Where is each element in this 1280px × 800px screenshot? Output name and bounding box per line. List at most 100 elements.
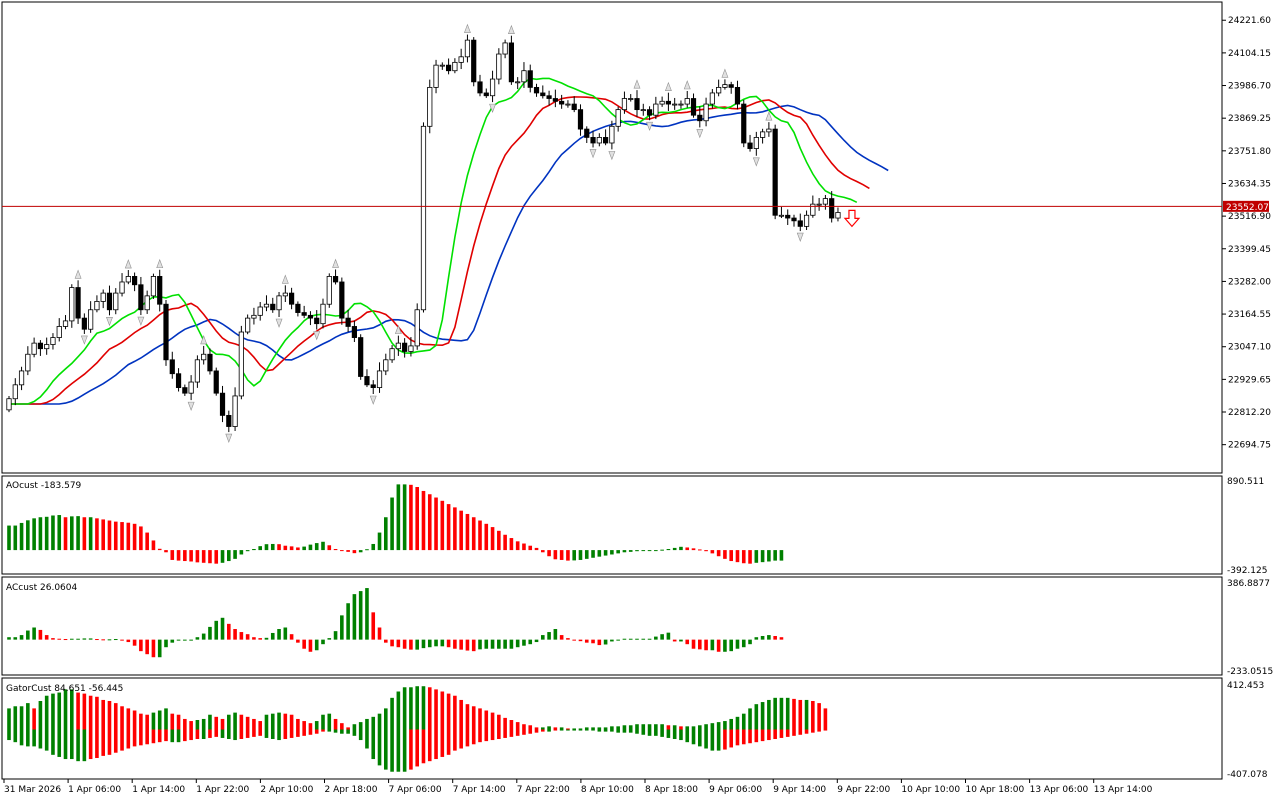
gator-down-bar	[101, 729, 105, 756]
ao-bar	[183, 550, 187, 562]
fractal-up-icon	[281, 274, 289, 284]
time-axis-label: 7 Apr 22:00	[517, 785, 570, 795]
candle	[659, 96, 665, 107]
candle-body-down	[351, 326, 358, 338]
gator-down-bar	[220, 729, 225, 738]
ao-bar	[164, 550, 168, 553]
gator-down-bar	[365, 729, 369, 749]
candle-body-up	[150, 276, 157, 297]
gator-down-bar	[804, 729, 809, 734]
gator-down-bar	[729, 729, 733, 748]
fractal-up-icon	[332, 258, 339, 268]
gator-down-bar	[453, 729, 457, 751]
ac-bar	[622, 638, 627, 640]
candle	[56, 318, 62, 342]
gator-down-bar	[233, 729, 237, 741]
ao-bar	[346, 550, 350, 552]
time-axis-label: 1 Apr 06:00	[68, 785, 121, 795]
gator-up-bar	[591, 727, 595, 730]
price-axis-label: 23164.55	[1228, 310, 1271, 320]
gator-up-bar	[647, 724, 652, 730]
ao-bar	[113, 521, 118, 551]
fractal-down-icon	[796, 232, 804, 242]
candle-body-down	[508, 42, 515, 83]
gator-down-bar	[660, 729, 664, 737]
gator-up-bar	[365, 718, 369, 730]
gator-up-bar	[541, 727, 545, 730]
candle	[603, 129, 609, 146]
ac-bar	[515, 639, 520, 648]
ac-bar	[126, 639, 131, 643]
candle-body-up	[496, 53, 502, 80]
ac-bar	[465, 639, 470, 651]
gator-up-bar	[440, 691, 445, 730]
candle-body-down	[829, 198, 835, 219]
gator-down-bar	[63, 729, 68, 760]
gator-down-bar	[302, 729, 306, 736]
gator-up-bar	[208, 714, 212, 730]
ac-bar	[584, 639, 589, 643]
ao-bar	[26, 520, 30, 551]
gator-up-bar	[139, 713, 143, 730]
ac-bar	[51, 638, 55, 640]
candle	[408, 337, 414, 357]
ao-bar	[559, 550, 564, 560]
candle-body-down	[213, 370, 219, 394]
candle	[169, 351, 175, 379]
ao-bar	[264, 544, 269, 551]
gator-down-bar	[754, 729, 759, 743]
ao-bar	[13, 525, 18, 551]
ac-bar	[760, 635, 765, 640]
ao-bar	[691, 548, 696, 551]
candle-body-down	[697, 114, 703, 122]
candle-body-down	[577, 109, 584, 130]
candle	[320, 298, 326, 329]
ao-bar	[478, 520, 482, 551]
gator-down-bar	[390, 729, 394, 772]
candle-body-up	[31, 342, 37, 355]
ao-bar	[773, 550, 777, 561]
gator-down-bar	[346, 729, 350, 734]
candle-body-up	[125, 276, 131, 283]
ac-bar	[346, 603, 350, 640]
candle-body-up	[716, 86, 722, 94]
candle-body-up	[766, 128, 772, 133]
candle-body-down	[797, 220, 803, 227]
ac-bar	[239, 632, 244, 640]
ac-panel-label: ACcust 26.0604	[6, 583, 78, 593]
gator-down-bar	[371, 729, 376, 760]
gator-up-bar	[258, 721, 262, 730]
ac-bar	[157, 639, 162, 658]
candle	[734, 80, 741, 110]
ac-bar	[572, 639, 576, 641]
time-axis-label: 31 Mar 2026	[4, 785, 61, 795]
candle	[728, 81, 734, 94]
gator-up-bar	[120, 706, 124, 730]
candle-body-up	[760, 131, 766, 138]
candle-body-up	[119, 281, 125, 294]
gator-up-bar	[641, 724, 646, 730]
candle-body-down	[37, 342, 44, 350]
candle-body-down	[477, 81, 483, 94]
price-axis-label: 23047.10	[1228, 343, 1271, 353]
candle	[119, 273, 125, 297]
candle	[125, 270, 131, 285]
candle	[483, 88, 489, 98]
candle-body-down	[182, 387, 188, 394]
fractal-up-icon	[156, 258, 164, 269]
ac-bar	[434, 639, 438, 647]
ao-bar	[38, 517, 43, 551]
ao-bar	[57, 515, 62, 551]
candle-body-up	[100, 292, 106, 302]
ao-bar	[402, 484, 407, 551]
gator-up-bar	[409, 687, 413, 730]
gator-down-bar	[591, 729, 595, 731]
ao-bar	[497, 530, 501, 551]
gator-down-bar	[120, 729, 124, 751]
candle-body-up	[778, 214, 785, 217]
gator-up-bar	[402, 687, 407, 730]
price-axis-label: 23986.70	[1228, 82, 1271, 92]
candle-body-down	[445, 64, 452, 72]
